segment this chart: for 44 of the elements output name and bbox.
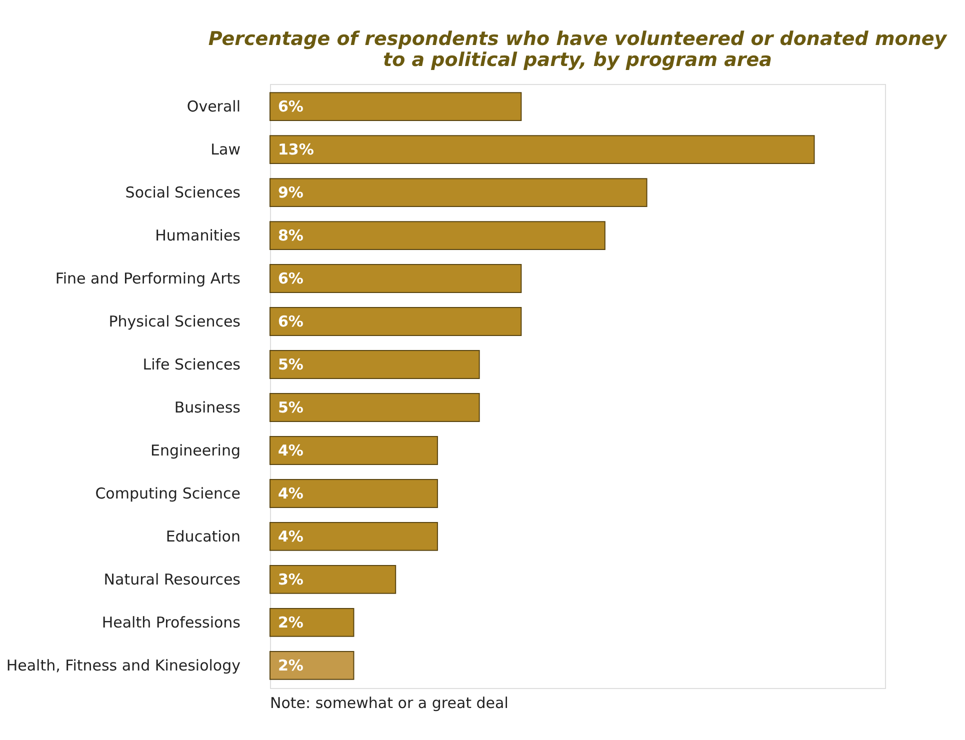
y-tick-label: Health Professions [102,613,241,632]
bar [270,178,648,208]
bar [270,608,354,637]
bar [270,479,438,508]
y-tick-label: Social Sciences [125,184,241,202]
data-label: 4% [278,484,304,502]
y-tick-label: Business [174,398,241,416]
text: Note: somewhat or a great deal [270,694,508,712]
y-tick-label: Fine and Performing Arts [55,270,241,288]
bar [270,221,606,250]
y-tick-label: Physical Sciences [108,312,241,331]
y-tick-label: Natural Resources [104,570,241,588]
data-label: 13% [278,140,314,159]
bar [270,393,480,422]
bar [270,436,438,465]
data-label: 6% [278,312,304,331]
y-tick-label: Humanities [155,226,241,245]
bar [270,522,438,551]
bar [270,264,522,293]
y-tick-label: Education [166,527,240,546]
data-label: 5% [278,356,304,374]
data-label: 6% [278,270,304,288]
bar [270,135,815,164]
bar [270,307,522,336]
y-tick-label: Engineering [150,441,240,460]
y-tick-label: Law [210,140,240,159]
bar [270,92,522,122]
bar [270,564,396,594]
data-label: 6% [278,98,304,116]
data-label: 4% [278,527,304,546]
data-label: 2% [278,613,304,632]
bar [270,350,480,379]
y-tick-label: Overall [186,98,240,116]
y-tick-label: Computing Science [95,484,240,502]
chart-title: Percentage of respondents who have volunteered or donated money to a political party, by program area [208,28,948,71]
y-tick-label: Life Sciences [142,356,241,374]
data-label: 5% [278,398,304,416]
data-label: 8% [278,226,304,245]
data-label: 9% [278,184,304,202]
bar [270,650,354,680]
data-label: 2% [278,656,304,674]
y-tick-label: Health, Fitness and Kinesiology [6,656,241,674]
data-label: 4% [278,441,304,460]
data-label: 3% [278,570,304,588]
